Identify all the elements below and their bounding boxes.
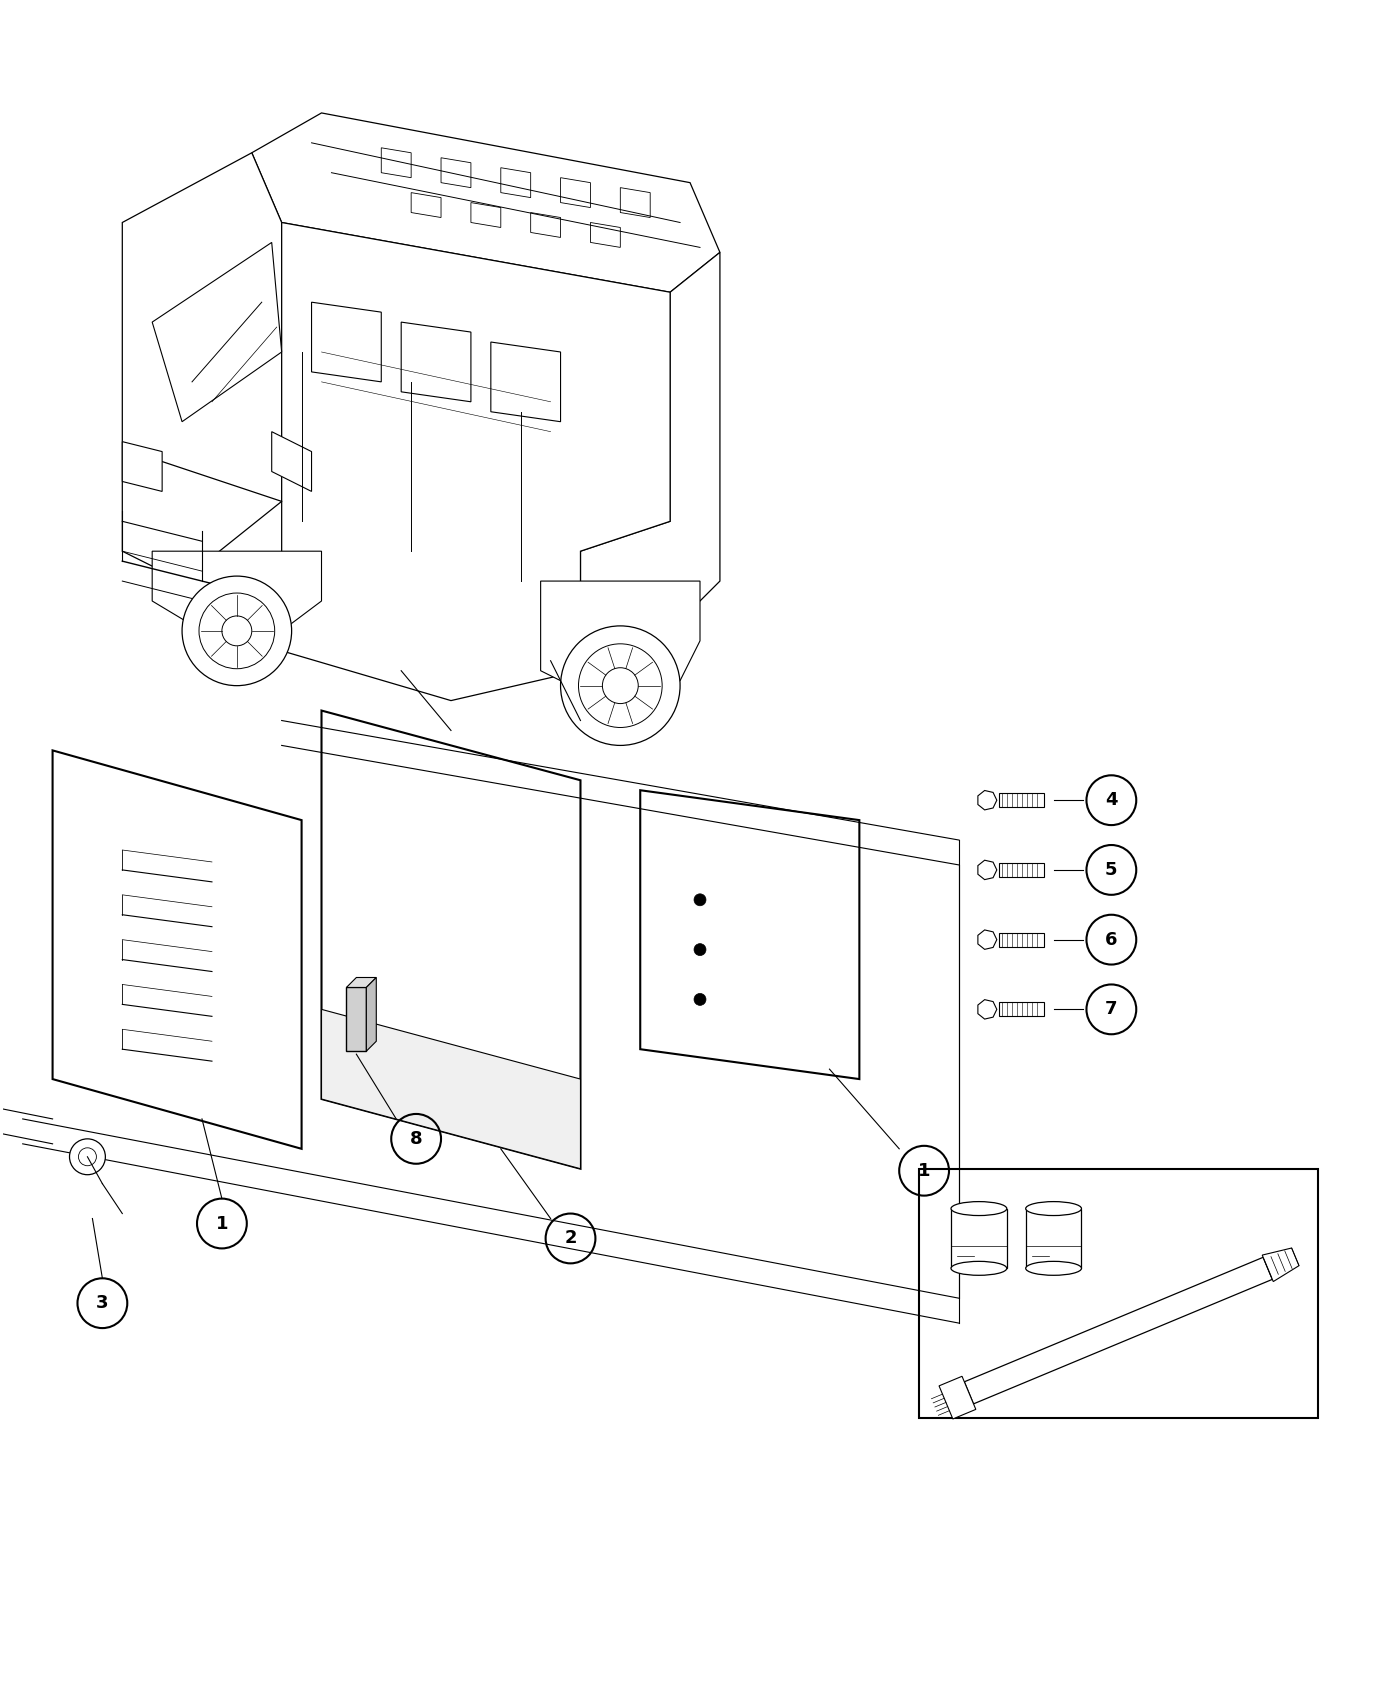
Circle shape	[694, 993, 706, 1005]
Polygon shape	[977, 860, 997, 879]
Polygon shape	[381, 148, 412, 178]
Polygon shape	[998, 933, 1043, 947]
Polygon shape	[441, 158, 470, 187]
Polygon shape	[560, 178, 591, 207]
Polygon shape	[346, 988, 367, 1051]
Polygon shape	[977, 790, 997, 809]
Polygon shape	[640, 790, 860, 1080]
Polygon shape	[581, 252, 720, 672]
Polygon shape	[620, 187, 650, 218]
Polygon shape	[322, 711, 581, 1168]
Polygon shape	[470, 202, 501, 228]
Polygon shape	[367, 977, 377, 1051]
Circle shape	[694, 894, 706, 906]
Ellipse shape	[1026, 1202, 1081, 1215]
Text: 1: 1	[918, 1161, 931, 1180]
Text: 2: 2	[564, 1229, 577, 1248]
Polygon shape	[281, 223, 671, 700]
Polygon shape	[939, 1377, 976, 1419]
Polygon shape	[153, 551, 322, 631]
Polygon shape	[977, 930, 997, 949]
Polygon shape	[540, 581, 700, 700]
Text: 7: 7	[1105, 1000, 1117, 1018]
Text: 5: 5	[1105, 860, 1117, 879]
Circle shape	[694, 944, 706, 955]
Polygon shape	[322, 1010, 581, 1168]
Circle shape	[70, 1139, 105, 1175]
Polygon shape	[531, 212, 560, 238]
Polygon shape	[998, 1003, 1043, 1017]
Polygon shape	[153, 243, 281, 422]
Polygon shape	[998, 794, 1043, 808]
Polygon shape	[122, 153, 281, 581]
Text: 1: 1	[216, 1214, 228, 1232]
Polygon shape	[951, 1209, 1007, 1268]
Text: 8: 8	[410, 1130, 423, 1148]
Polygon shape	[346, 977, 377, 988]
Text: 3: 3	[97, 1294, 109, 1312]
Text: 4: 4	[1105, 790, 1117, 809]
Ellipse shape	[951, 1202, 1007, 1215]
Circle shape	[182, 576, 291, 685]
Polygon shape	[402, 321, 470, 401]
Polygon shape	[312, 303, 381, 382]
Polygon shape	[591, 223, 620, 248]
Ellipse shape	[951, 1261, 1007, 1275]
Polygon shape	[998, 864, 1043, 877]
Polygon shape	[491, 342, 560, 422]
Ellipse shape	[1026, 1261, 1081, 1275]
Polygon shape	[122, 442, 162, 491]
Polygon shape	[53, 750, 301, 1149]
Polygon shape	[1026, 1209, 1081, 1268]
Circle shape	[560, 626, 680, 745]
Polygon shape	[272, 432, 312, 491]
Polygon shape	[412, 192, 441, 218]
Polygon shape	[1263, 1248, 1299, 1282]
Text: 6: 6	[1105, 930, 1117, 949]
Polygon shape	[965, 1258, 1273, 1404]
Polygon shape	[977, 1000, 997, 1018]
Polygon shape	[252, 112, 720, 292]
Polygon shape	[501, 168, 531, 197]
